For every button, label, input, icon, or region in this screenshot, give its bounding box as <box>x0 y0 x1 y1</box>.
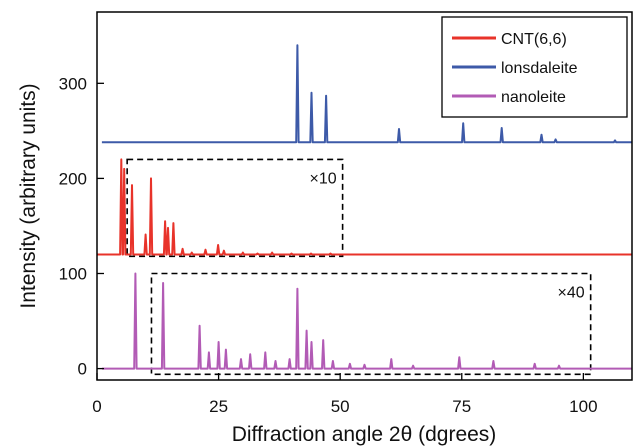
x-axis-title: Diffraction angle 2θ (dgrees) <box>232 423 497 446</box>
series-line-2 <box>101 44 632 144</box>
x-tick-label: 75 <box>452 397 471 416</box>
y-tick-label: 0 <box>78 360 87 379</box>
zoom-box-1 <box>126 158 344 258</box>
x-tick-label: 100 <box>569 397 597 416</box>
axes: 0 25 50 75 100 0 100 200 300 <box>59 74 598 416</box>
y-tick-label: 100 <box>59 264 87 283</box>
series-line-1 <box>97 158 632 256</box>
x-tick-label: 50 <box>331 397 350 416</box>
legend-label: nanoleite <box>501 89 566 106</box>
legend-label: CNT(6,6) <box>501 31 567 48</box>
y-tick-label: 200 <box>59 169 87 188</box>
zoom-factor-label: ×40 <box>558 284 585 301</box>
plot-frame <box>96 11 633 381</box>
x-tick-label: 0 <box>92 397 101 416</box>
legend: CNT(6,6) lonsdaleite nanoleite <box>441 16 628 118</box>
series-layer <box>97 44 632 370</box>
zoom-annotations: ×10 ×40 <box>126 158 592 376</box>
y-tick-label: 300 <box>59 74 87 93</box>
series-line-3 <box>101 272 632 370</box>
legend-label: lonsdaleite <box>501 60 578 77</box>
zoom-factor-label: ×10 <box>309 170 336 187</box>
x-tick-label: 25 <box>209 397 228 416</box>
y-axis-title: Intensity (arbitrary units) <box>17 83 40 308</box>
